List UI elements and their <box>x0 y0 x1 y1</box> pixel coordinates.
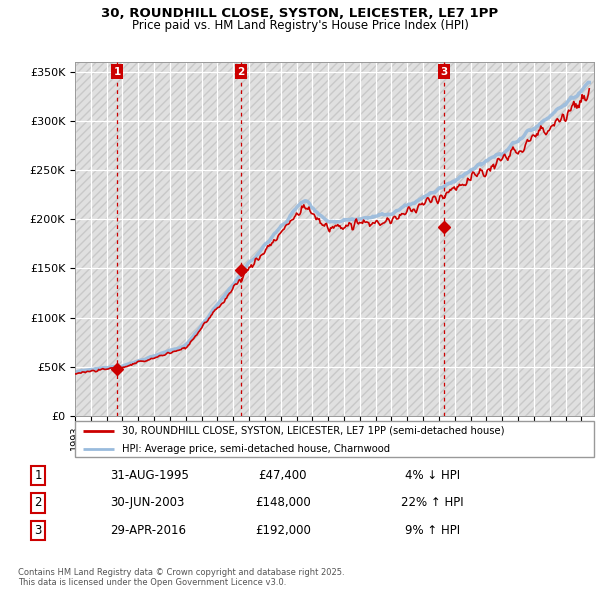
Text: 9% ↑ HPI: 9% ↑ HPI <box>405 524 460 537</box>
Text: 22% ↑ HPI: 22% ↑ HPI <box>401 496 464 510</box>
Bar <box>75 62 594 416</box>
Text: 30-JUN-2003: 30-JUN-2003 <box>110 496 185 510</box>
Text: 3: 3 <box>440 67 448 77</box>
Text: 29-APR-2016: 29-APR-2016 <box>110 524 186 537</box>
Text: 3: 3 <box>34 524 42 537</box>
Text: 30, ROUNDHILL CLOSE, SYSTON, LEICESTER, LE7 1PP (semi-detached house): 30, ROUNDHILL CLOSE, SYSTON, LEICESTER, … <box>122 426 504 436</box>
Text: £47,400: £47,400 <box>259 469 307 482</box>
Text: 4% ↓ HPI: 4% ↓ HPI <box>405 469 460 482</box>
Text: 30, ROUNDHILL CLOSE, SYSTON, LEICESTER, LE7 1PP: 30, ROUNDHILL CLOSE, SYSTON, LEICESTER, … <box>101 7 499 20</box>
Text: £192,000: £192,000 <box>255 524 311 537</box>
Text: HPI: Average price, semi-detached house, Charnwood: HPI: Average price, semi-detached house,… <box>122 444 390 454</box>
Text: £148,000: £148,000 <box>255 496 311 510</box>
Text: 1: 1 <box>113 67 121 77</box>
FancyBboxPatch shape <box>75 421 594 457</box>
Text: 2: 2 <box>238 67 245 77</box>
Text: 31-AUG-1995: 31-AUG-1995 <box>110 469 189 482</box>
Text: Contains HM Land Registry data © Crown copyright and database right 2025.
This d: Contains HM Land Registry data © Crown c… <box>18 568 344 587</box>
Text: Price paid vs. HM Land Registry's House Price Index (HPI): Price paid vs. HM Land Registry's House … <box>131 19 469 32</box>
Text: 2: 2 <box>34 496 42 510</box>
Text: 1: 1 <box>34 469 42 482</box>
